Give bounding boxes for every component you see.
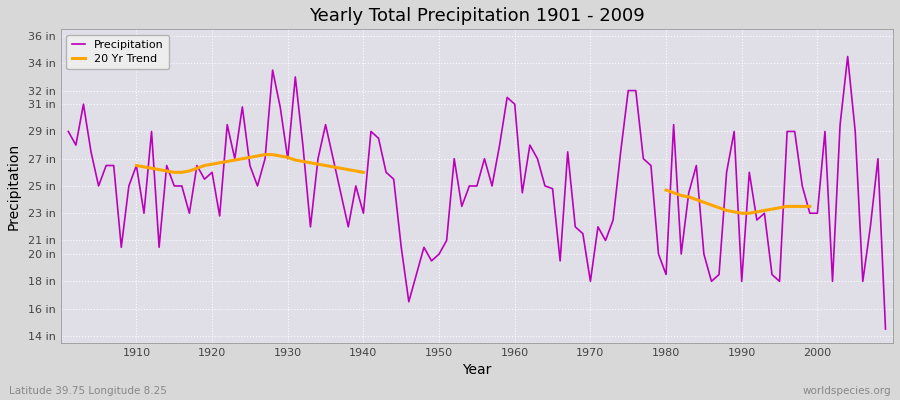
Precipitation xyxy=(290,74,301,79)
Legend: Precipitation, 20 Yr Trend: Precipitation, 20 Yr Trend xyxy=(67,35,169,70)
20 Yr Trend xyxy=(343,167,354,172)
20 Yr Trend xyxy=(230,158,240,162)
Line: Precipitation: Precipitation xyxy=(68,56,886,329)
20 Yr Trend xyxy=(328,164,338,169)
Precipitation xyxy=(842,54,853,59)
20 Yr Trend xyxy=(312,162,323,166)
X-axis label: Year: Year xyxy=(463,363,491,377)
20 Yr Trend xyxy=(267,152,278,157)
Precipitation xyxy=(63,129,74,134)
Precipitation xyxy=(509,102,520,107)
Y-axis label: Precipitation: Precipitation xyxy=(7,142,21,230)
20 Yr Trend xyxy=(192,166,202,171)
20 Yr Trend xyxy=(207,162,218,166)
20 Yr Trend xyxy=(350,168,361,173)
20 Yr Trend xyxy=(139,164,149,169)
20 Yr Trend xyxy=(252,154,263,158)
20 Yr Trend xyxy=(305,160,316,165)
Title: Yearly Total Precipitation 1901 - 2009: Yearly Total Precipitation 1901 - 2009 xyxy=(309,7,644,25)
20 Yr Trend xyxy=(154,167,165,172)
20 Yr Trend xyxy=(237,156,248,161)
Precipitation xyxy=(880,327,891,332)
20 Yr Trend xyxy=(199,163,210,168)
Precipitation xyxy=(600,238,611,243)
20 Yr Trend xyxy=(358,170,369,175)
20 Yr Trend xyxy=(245,155,256,160)
20 Yr Trend xyxy=(274,154,285,158)
20 Yr Trend xyxy=(283,155,293,160)
Text: Latitude 39.75 Longitude 8.25: Latitude 39.75 Longitude 8.25 xyxy=(9,386,166,396)
20 Yr Trend xyxy=(290,158,301,162)
Precipitation xyxy=(336,190,346,195)
20 Yr Trend xyxy=(131,163,142,168)
20 Yr Trend xyxy=(146,166,157,171)
20 Yr Trend xyxy=(320,163,331,168)
Precipitation xyxy=(502,95,513,100)
20 Yr Trend xyxy=(221,159,232,164)
20 Yr Trend xyxy=(259,152,270,157)
20 Yr Trend xyxy=(298,159,309,164)
20 Yr Trend xyxy=(336,166,346,171)
20 Yr Trend xyxy=(169,170,180,175)
20 Yr Trend xyxy=(176,170,187,175)
20 Yr Trend xyxy=(184,168,194,173)
Precipitation xyxy=(123,184,134,188)
Text: worldspecies.org: worldspecies.org xyxy=(803,386,891,396)
20 Yr Trend xyxy=(214,160,225,165)
20 Yr Trend xyxy=(161,168,172,173)
Line: 20 Yr Trend: 20 Yr Trend xyxy=(137,155,364,172)
